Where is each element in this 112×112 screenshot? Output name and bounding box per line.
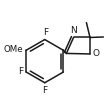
Text: N: N [70,26,76,35]
Text: O: O [92,49,99,58]
Text: F: F [42,86,47,95]
Text: F: F [18,67,23,76]
Text: F: F [42,28,47,37]
Text: OMe: OMe [3,45,23,54]
